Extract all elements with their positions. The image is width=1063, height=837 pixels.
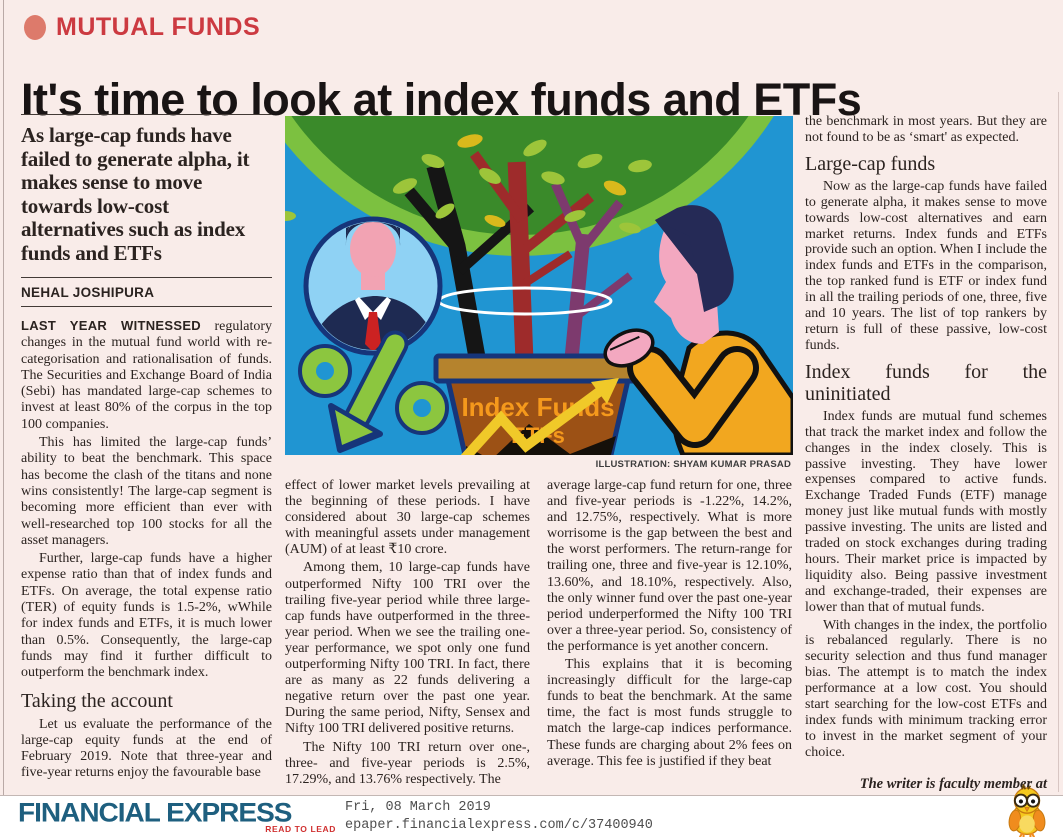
- paragraph-lead-in: LAST YEAR WITNESSED: [21, 318, 201, 333]
- paragraph: Let us evaluate the performance of the l…: [21, 716, 272, 781]
- paragraph: LAST YEAR WITNESSED regulatory changes i…: [21, 318, 272, 433]
- paragraph: average large-cap fund return for one, t…: [547, 478, 792, 654]
- divider: [21, 306, 272, 307]
- left-column: As large-cap funds have failed to genera…: [21, 114, 272, 784]
- fund-manager-avatar: [303, 216, 443, 356]
- article-body: LAST YEAR WITNESSED regulatory changes i…: [21, 318, 272, 782]
- paragraph: This has limited the large-cap funds’ ab…: [21, 435, 272, 548]
- logo-wordmark: FINANCIAL EXPRESS: [18, 797, 292, 828]
- middle-column-1: effect of lower market levels prevailing…: [285, 478, 530, 790]
- middle-columns: effect of lower market levels prevailing…: [285, 478, 793, 790]
- article-body-right: the benchmark in most years. But they ar…: [805, 114, 1047, 761]
- kicker-dot-icon: [24, 15, 46, 40]
- right-column: the benchmark in most years. But they ar…: [805, 114, 1047, 813]
- logo-tagline: READ TO LEAD: [265, 824, 336, 834]
- illustration-credit: ILLUSTRATION: SHYAM KUMAR PRASAD: [595, 459, 791, 470]
- standfirst: As large-cap funds have failed to genera…: [21, 123, 250, 265]
- paragraph: Now as the large-cap funds have failed t…: [805, 178, 1047, 353]
- subhead-index-funds-uninitiated: Index funds for the uninitiated: [805, 360, 1047, 405]
- paragraph: This explains that it is becoming increa…: [547, 657, 792, 769]
- paragraph: Further, large-cap funds have a higher e…: [21, 551, 272, 681]
- illustration-graphic: Index Funds ETFs: [285, 116, 793, 455]
- middle-section: Index Funds ETFs: [285, 116, 793, 790]
- falling-percent-symbol: [298, 330, 449, 453]
- article-illustration: Index Funds ETFs: [285, 116, 793, 455]
- section-label: MUTUAL FUNDS: [56, 13, 261, 41]
- paragraph: Among them, 10 large-cap funds have outp…: [285, 560, 530, 737]
- subhead-taking-the-account: Taking the account: [21, 689, 173, 712]
- index-funds-pot: Index Funds ETFs: [433, 353, 643, 455]
- section-kicker: MUTUAL FUNDS: [24, 13, 260, 42]
- epaper-date: Fri, 08 March 2019: [345, 800, 491, 815]
- paragraph: Index funds are mutual fund schemes that…: [805, 408, 1047, 615]
- writer-credit-line: The writer is faculty member at: [859, 775, 1047, 792]
- scan-edge-line: [1058, 92, 1059, 792]
- paragraph: With changes in the index, the portfolio…: [805, 617, 1047, 760]
- leaves: [285, 134, 652, 234]
- financial-express-logo: FINANCIAL EXPRESS READ TO LEAD: [18, 797, 336, 834]
- byline: NEHAL JOSHIPURA: [21, 285, 155, 300]
- scan-edge-line: [3, 0, 4, 795]
- paragraph: the benchmark in most years. But they ar…: [805, 114, 1047, 145]
- paragraph: The Nifty 100 TRI return over one-, thre…: [285, 739, 530, 787]
- epaper-url: epaper.financialexpress.com/c/37400940: [345, 818, 653, 833]
- subhead-large-cap-funds: Large-cap funds: [805, 152, 936, 175]
- owl-mascot-icon: [1008, 784, 1046, 837]
- epaper-meta: Fri, 08 March 2019 epaper.financialexpre…: [345, 799, 653, 835]
- divider: [21, 277, 272, 278]
- epaper-footer-bar: FINANCIAL EXPRESS READ TO LEAD Fri, 08 M…: [0, 784, 1063, 837]
- divider: [21, 114, 272, 115]
- paragraph-text: regulatory changes in the mutual fund wo…: [21, 319, 273, 432]
- paragraph: effect of lower market levels prevailing…: [285, 478, 530, 558]
- middle-column-2: average large-cap fund return for one, t…: [547, 478, 792, 790]
- investor-figure: [603, 205, 793, 455]
